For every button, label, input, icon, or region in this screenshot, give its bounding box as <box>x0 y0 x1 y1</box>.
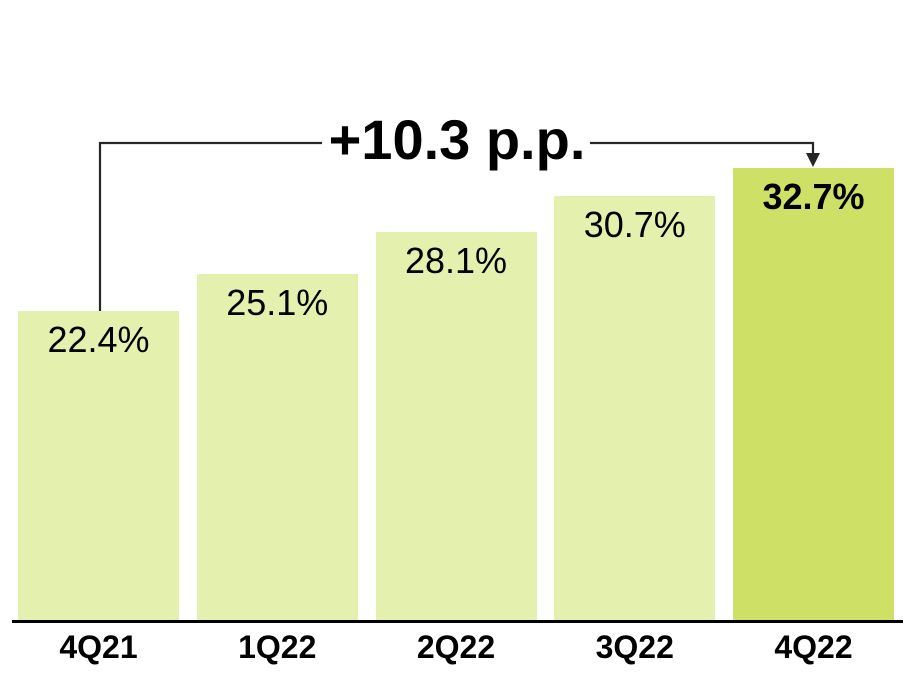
category-label-3q22: 3Q22 <box>595 629 674 665</box>
bar-2q22 <box>375 232 537 622</box>
value-label-1q22: 25.1% <box>226 282 329 323</box>
category-label-1q22: 1Q22 <box>238 629 317 665</box>
bar-4q21 <box>18 311 179 622</box>
x-axis-line <box>12 620 903 623</box>
category-label-2q22: 2Q22 <box>416 629 496 665</box>
value-label-2q22: 28.1% <box>404 240 508 281</box>
value-label-3q22: 30.7% <box>583 204 686 245</box>
arrowhead-icon <box>806 153 820 167</box>
change-annotation: +10.3 p.p. <box>328 108 586 171</box>
bar-1q22 <box>196 274 358 622</box>
bar-3q22 <box>554 196 716 622</box>
bar-4q22 <box>733 168 894 622</box>
category-label-4q22: 4Q22 <box>774 629 853 665</box>
value-label-4q21: 22.4% <box>47 319 150 360</box>
category-label-4q21: 4Q21 <box>59 629 138 665</box>
value-label-4q22: 32.7% <box>762 176 865 217</box>
